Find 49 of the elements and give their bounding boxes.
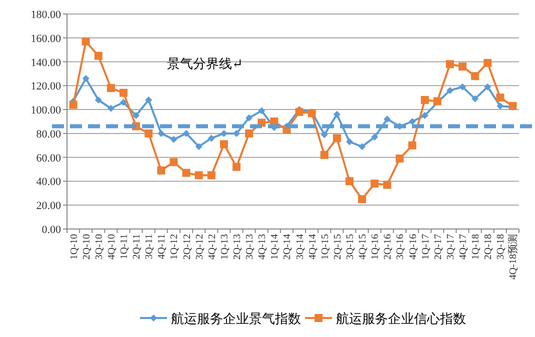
- x-tick-label: 3Q-13: [244, 234, 256, 260]
- x-tick-label: 4Q-13: [257, 234, 268, 260]
- y-tick-label: 180.00: [30, 9, 62, 21]
- x-tick-label: 1Q-12: [169, 234, 180, 260]
- y-tick-label: 60.00: [36, 152, 62, 164]
- y-tick-label: 40.00: [36, 176, 62, 188]
- x-tick-label: 2Q-14: [282, 234, 294, 260]
- x-tick-label: 3Q-15: [345, 234, 356, 260]
- x-tick-label: 1Q-17: [420, 234, 432, 260]
- x-tick-label: 2Q-15: [332, 234, 344, 260]
- x-tick-label: 1Q-15: [320, 234, 331, 260]
- x-tick-label: 3Q-17: [445, 234, 456, 260]
- x-tick-label: 1Q-13: [219, 234, 230, 260]
- x-tick-label: 1Q-16: [370, 234, 382, 260]
- y-tick-label: 100.00: [30, 104, 62, 117]
- x-tick-label: 3Q-10: [94, 234, 105, 260]
- x-tick-label: 2Q-12: [182, 234, 193, 260]
- x-tick-label: 2Q-16: [382, 234, 394, 260]
- y-tick-label: 120.00: [30, 80, 62, 93]
- annotation: 景气分界线↵: [167, 56, 243, 71]
- x-tick-label: 3Q-11: [144, 234, 156, 260]
- x-tick-label: 4Q-17: [458, 234, 469, 260]
- x-tick-label: 2Q-11: [132, 234, 143, 260]
- x-tick-label: 3Q-18: [496, 234, 507, 260]
- x-tick-label: 2Q-13: [232, 234, 243, 260]
- x-tick-label: 3Q-12: [194, 234, 206, 260]
- x-tick-label: 2Q-10: [81, 234, 92, 260]
- y-tick-label: 0.00: [42, 224, 62, 236]
- x-tick-label: 2Q-18: [483, 234, 494, 260]
- x-tick-label: 4Q-10: [106, 234, 118, 260]
- x-tick-label: 1Q-18: [470, 234, 482, 260]
- y-tick-label: 140.00: [30, 56, 62, 69]
- x-tick-label: 4Q-14: [307, 234, 318, 260]
- x-tick-label: 1Q-14: [270, 234, 281, 260]
- x-tick-label: 4Q-18预测: [507, 234, 520, 280]
- y-tick-label: 160.00: [30, 32, 62, 45]
- x-tick-label: 4Q-15: [358, 234, 369, 260]
- x-tick-label: 3Q-14: [294, 234, 306, 260]
- legend-label: 航运服务企业信心指数: [336, 311, 466, 326]
- x-tick-label: 4Q-16: [408, 234, 419, 260]
- y-tick-label: 20.00: [36, 200, 62, 212]
- x-tick-label: 2Q-17: [432, 234, 444, 260]
- x-tick-label: 3Q-16: [395, 234, 406, 260]
- x-tick-label: 1Q-10: [68, 234, 80, 260]
- y-tick-label: 80.00: [36, 128, 62, 140]
- x-tick-label: 4Q-11: [156, 234, 168, 260]
- legend-label: 航运服务企业景气指数: [171, 311, 301, 326]
- x-tick-label: 1Q-11: [119, 234, 130, 260]
- x-tick-label: 4Q-12: [206, 234, 218, 260]
